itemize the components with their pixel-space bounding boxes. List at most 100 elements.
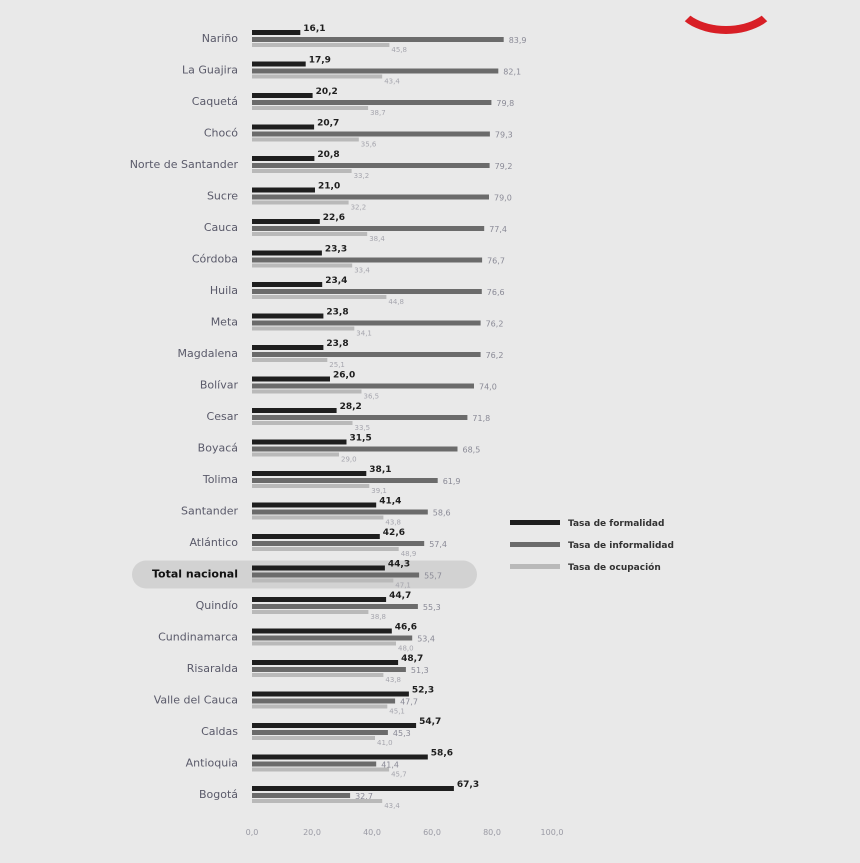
label-ocupacion: 47,1 bbox=[395, 582, 411, 590]
bar-ocupacion bbox=[252, 421, 353, 425]
category-label: Bogotá bbox=[199, 788, 238, 801]
label-formalidad: 23,4 bbox=[325, 276, 347, 286]
label-formalidad: 38,1 bbox=[369, 465, 391, 475]
bar-formalidad bbox=[252, 754, 428, 760]
label-formalidad: 16,1 bbox=[303, 24, 325, 34]
label-ocupacion: 43,4 bbox=[384, 802, 400, 810]
bar-ocupacion bbox=[252, 169, 352, 173]
label-ocupacion: 38,7 bbox=[370, 109, 386, 117]
label-informalidad: 82,1 bbox=[503, 68, 521, 77]
label-ocupacion: 36,5 bbox=[364, 393, 380, 401]
label-ocupacion: 32,2 bbox=[351, 204, 367, 212]
bar-ocupacion bbox=[252, 610, 369, 614]
legend-swatch bbox=[510, 542, 560, 547]
bar-informalidad bbox=[252, 289, 482, 294]
bar-informalidad bbox=[252, 793, 351, 798]
bar-ocupacion bbox=[252, 704, 388, 709]
label-ocupacion: 43,8 bbox=[385, 519, 401, 527]
bar-informalidad bbox=[252, 415, 468, 420]
category-label: Norte de Santander bbox=[130, 158, 239, 171]
label-informalidad: 45,3 bbox=[393, 729, 411, 738]
bar-informalidad bbox=[252, 635, 413, 641]
bar-formalidad bbox=[252, 408, 337, 413]
label-ocupacion: 45,7 bbox=[391, 771, 407, 779]
bar-informalidad bbox=[252, 541, 425, 546]
category-label: Caldas bbox=[201, 725, 238, 738]
bar-informalidad bbox=[252, 446, 458, 452]
bar-informalidad bbox=[252, 320, 481, 326]
bar-ocupacion bbox=[252, 74, 383, 79]
bar-formalidad bbox=[252, 313, 324, 319]
x-tick-label: 60,0 bbox=[423, 828, 441, 837]
x-tick-label: 100,0 bbox=[541, 828, 564, 837]
label-formalidad: 67,3 bbox=[457, 780, 479, 790]
bar-formalidad bbox=[252, 219, 320, 224]
bar-formalidad bbox=[252, 471, 367, 476]
bar-informalidad bbox=[252, 604, 418, 609]
label-informalidad: 68,5 bbox=[463, 446, 481, 455]
label-informalidad: 76,2 bbox=[486, 351, 504, 360]
label-informalidad: 55,3 bbox=[423, 603, 441, 612]
bar-formalidad bbox=[252, 282, 323, 287]
label-informalidad: 77,4 bbox=[489, 225, 507, 234]
category-label: Valle del Cauca bbox=[154, 694, 238, 707]
category-label: Cauca bbox=[204, 221, 238, 234]
bar-ocupacion bbox=[252, 106, 369, 110]
label-formalidad: 17,9 bbox=[309, 56, 331, 66]
category-label: Chocó bbox=[204, 127, 238, 140]
bar-ocupacion bbox=[252, 389, 362, 394]
label-ocupacion: 38,8 bbox=[370, 613, 386, 621]
label-formalidad: 52,3 bbox=[412, 686, 434, 696]
bar-ocupacion bbox=[252, 43, 390, 47]
category-label: Antioquia bbox=[186, 757, 238, 770]
label-ocupacion: 48,0 bbox=[398, 645, 414, 653]
label-ocupacion: 33,2 bbox=[354, 172, 370, 180]
label-ocupacion: 33,4 bbox=[354, 267, 370, 275]
label-formalidad: 26,0 bbox=[333, 371, 355, 381]
label-ocupacion: 43,4 bbox=[384, 78, 400, 86]
label-ocupacion: 35,6 bbox=[361, 141, 377, 149]
label-formalidad: 54,7 bbox=[419, 717, 441, 727]
bar-informalidad bbox=[252, 572, 420, 578]
label-ocupacion: 43,8 bbox=[385, 676, 401, 684]
label-ocupacion: 25,1 bbox=[329, 361, 345, 369]
label-informalidad: 83,9 bbox=[509, 36, 527, 45]
label-ocupacion: 33,5 bbox=[355, 424, 371, 432]
label-informalidad: 41,4 bbox=[381, 761, 399, 770]
label-informalidad: 76,2 bbox=[486, 320, 504, 329]
label-formalidad: 23,8 bbox=[326, 339, 348, 349]
legend-label: Tasa de informalidad bbox=[568, 541, 674, 551]
label-ocupacion: 41,0 bbox=[377, 739, 393, 747]
bar-informalidad bbox=[252, 761, 377, 767]
label-informalidad: 71,8 bbox=[472, 414, 490, 423]
label-formalidad: 31,5 bbox=[350, 434, 372, 444]
bar-formalidad bbox=[252, 786, 454, 791]
bar-formalidad bbox=[252, 93, 313, 98]
category-label: Tolima bbox=[202, 473, 238, 486]
bar-ocupacion bbox=[252, 200, 349, 205]
bar-formalidad bbox=[252, 691, 409, 697]
label-formalidad: 46,6 bbox=[395, 623, 417, 633]
bar-informalidad bbox=[252, 226, 485, 231]
x-tick-label: 40,0 bbox=[363, 828, 381, 837]
bar-formalidad bbox=[252, 565, 385, 571]
bar-informalidad bbox=[252, 68, 499, 74]
x-tick-label: 80,0 bbox=[483, 828, 501, 837]
label-informalidad: 57,4 bbox=[429, 540, 447, 549]
bar-informalidad bbox=[252, 100, 492, 105]
label-formalidad: 48,7 bbox=[401, 654, 423, 664]
bar-ocupacion bbox=[252, 232, 368, 236]
bar-ocupacion bbox=[252, 673, 384, 677]
label-ocupacion: 45,8 bbox=[391, 46, 407, 54]
label-informalidad: 79,3 bbox=[495, 131, 513, 140]
label-ocupacion: 39,1 bbox=[371, 487, 387, 495]
bar-ocupacion bbox=[252, 452, 339, 457]
logo-arc-icon bbox=[672, 0, 780, 34]
label-formalidad: 20,8 bbox=[317, 150, 339, 160]
bar-ocupacion bbox=[252, 641, 396, 646]
label-formalidad: 23,3 bbox=[325, 245, 347, 255]
category-label: Nariño bbox=[202, 32, 239, 45]
bar-formalidad bbox=[252, 187, 315, 193]
category-label: Santander bbox=[181, 505, 238, 518]
